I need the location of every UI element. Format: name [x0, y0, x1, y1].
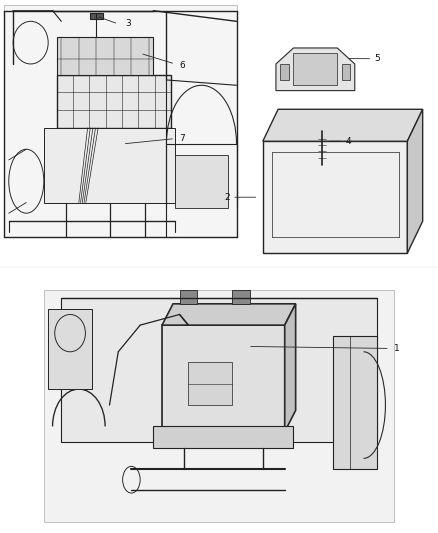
Text: 1: 1: [394, 344, 400, 353]
Text: 3: 3: [125, 20, 131, 28]
Bar: [153, 426, 293, 448]
Bar: [342, 64, 350, 80]
Bar: [333, 336, 377, 469]
Bar: [317, 124, 327, 131]
Polygon shape: [276, 48, 355, 91]
Polygon shape: [263, 109, 423, 141]
Bar: [188, 362, 232, 405]
Bar: [57, 37, 153, 75]
Bar: [263, 141, 407, 253]
Text: 5: 5: [374, 54, 380, 63]
Polygon shape: [162, 304, 296, 325]
Text: 7: 7: [180, 134, 185, 143]
Bar: [57, 75, 171, 128]
Text: 4: 4: [346, 137, 352, 146]
Bar: [61, 298, 377, 442]
Bar: [90, 13, 103, 19]
Bar: [232, 290, 250, 304]
Bar: [44, 128, 175, 203]
Bar: [293, 53, 337, 85]
FancyBboxPatch shape: [4, 5, 237, 237]
Bar: [44, 290, 394, 522]
Text: 2: 2: [224, 193, 230, 201]
Bar: [280, 64, 289, 80]
Polygon shape: [285, 304, 296, 432]
Bar: [162, 325, 285, 432]
Polygon shape: [407, 109, 423, 253]
Text: 6: 6: [180, 61, 185, 69]
Bar: [175, 155, 228, 208]
Bar: [180, 290, 197, 304]
Bar: [48, 309, 92, 389]
